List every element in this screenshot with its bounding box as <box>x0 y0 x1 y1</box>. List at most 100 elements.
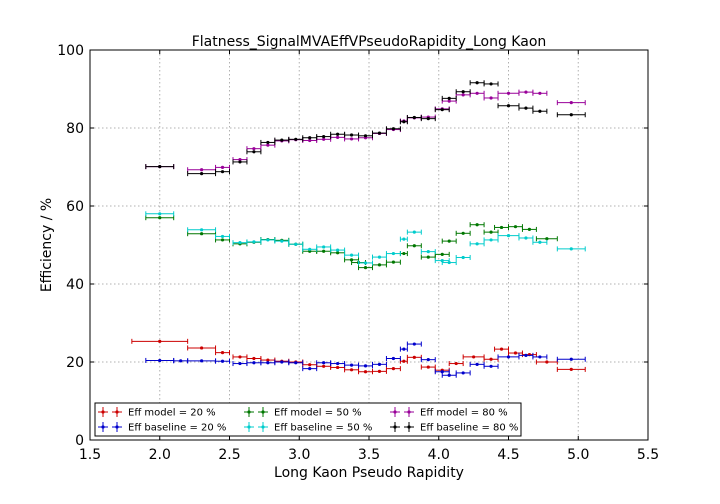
data-point <box>322 361 326 365</box>
data-point <box>158 216 162 220</box>
data-point <box>569 113 573 117</box>
x-tick-label: 2.5 <box>218 447 240 463</box>
data-point <box>179 359 183 363</box>
data-point <box>238 361 242 366</box>
data-point <box>363 134 368 138</box>
data-point <box>294 137 298 141</box>
axis-layer: 1.5 2.0 2.5 3.0 3.5 4.0 4.5 5.0 5.5 0 20 40 60 80 100 <box>57 43 659 463</box>
data-point <box>569 357 573 361</box>
data-point <box>447 99 451 103</box>
data-point <box>569 247 573 251</box>
legend-marker <box>247 410 251 414</box>
data-point <box>524 106 528 110</box>
y-axis-label: Efficiency / % <box>39 198 55 292</box>
legend-box <box>94 402 522 437</box>
data-point <box>499 225 504 230</box>
legend-marker <box>393 410 397 414</box>
data-point <box>308 136 312 140</box>
legend-marker <box>393 425 397 429</box>
data-point <box>412 342 416 346</box>
data-point <box>252 240 256 244</box>
legend: Eff model = 20 % Eff baseline = 20 % Eff m… <box>94 402 522 437</box>
data-layer <box>131 80 586 378</box>
data-point <box>461 255 465 260</box>
data-point <box>391 356 396 361</box>
data-point <box>322 364 326 368</box>
data-point <box>447 96 451 100</box>
data-point <box>524 90 528 94</box>
legend-marker <box>261 410 265 414</box>
data-series <box>145 211 586 266</box>
y-tick-label: 80 <box>66 121 84 137</box>
data-point <box>489 230 493 234</box>
data-point <box>266 358 270 362</box>
data-point <box>158 212 162 216</box>
data-point <box>506 355 511 359</box>
data-point <box>426 117 430 121</box>
legend-entry: Eff model = 20 % <box>98 407 216 419</box>
data-series <box>145 80 586 177</box>
data-point <box>489 96 493 100</box>
data-point <box>363 364 368 368</box>
data-point <box>349 363 354 367</box>
x-tick-label: 4.0 <box>428 447 450 463</box>
x-tick-label: 3.0 <box>288 447 310 463</box>
data-point <box>402 237 406 241</box>
legend-entry: Eff model = 50 % <box>244 407 362 419</box>
data-point <box>308 363 312 367</box>
data-point <box>391 251 396 256</box>
data-point <box>545 237 549 241</box>
legend-marker <box>261 425 265 429</box>
legend-marker <box>247 425 251 429</box>
data-point <box>238 241 242 245</box>
data-point <box>377 131 382 135</box>
grid-layer <box>90 50 648 440</box>
legend-marker <box>101 425 105 429</box>
data-point <box>412 230 416 234</box>
data-point <box>336 135 340 139</box>
y-tick-label: 0 <box>75 433 84 449</box>
data-point <box>252 361 256 365</box>
data-point <box>506 91 511 95</box>
data-point <box>220 238 225 242</box>
data-point <box>461 231 465 235</box>
data-point <box>461 90 465 94</box>
data-point <box>377 263 382 267</box>
data-point <box>238 355 242 359</box>
data-point <box>349 258 354 262</box>
data-point <box>412 115 416 120</box>
data-point <box>220 165 225 169</box>
data-point <box>252 150 256 154</box>
data-point <box>402 251 406 256</box>
data-point <box>349 253 354 257</box>
data-point <box>220 351 225 355</box>
data-point <box>569 367 573 372</box>
data-point <box>158 165 162 169</box>
legend-label: Eff model = 20 % <box>128 408 216 419</box>
legend-entry: Eff baseline = 20 % <box>98 422 226 434</box>
data-point <box>513 351 518 355</box>
x-axis-label: Long Kaon Pseudo Rapidity <box>274 465 464 481</box>
data-point <box>447 260 451 265</box>
legend-label: Eff model = 50 % <box>274 408 362 419</box>
data-point <box>252 356 256 361</box>
data-point <box>363 261 368 265</box>
x-tick-label: 4.5 <box>497 447 519 463</box>
data-point <box>475 362 479 366</box>
data-point <box>363 266 368 270</box>
data-point <box>527 227 532 231</box>
data-point <box>440 370 444 374</box>
data-point <box>489 357 493 361</box>
data-point <box>280 138 284 142</box>
data-point <box>447 239 451 243</box>
data-point <box>475 81 479 85</box>
data-point <box>308 138 312 143</box>
data-point <box>475 242 479 246</box>
data-point <box>461 93 465 97</box>
data-point <box>489 82 493 86</box>
y-tick-label: 40 <box>66 277 84 293</box>
x-tick-label: 5.0 <box>567 447 589 463</box>
data-point <box>391 260 396 264</box>
data-point <box>426 250 430 254</box>
